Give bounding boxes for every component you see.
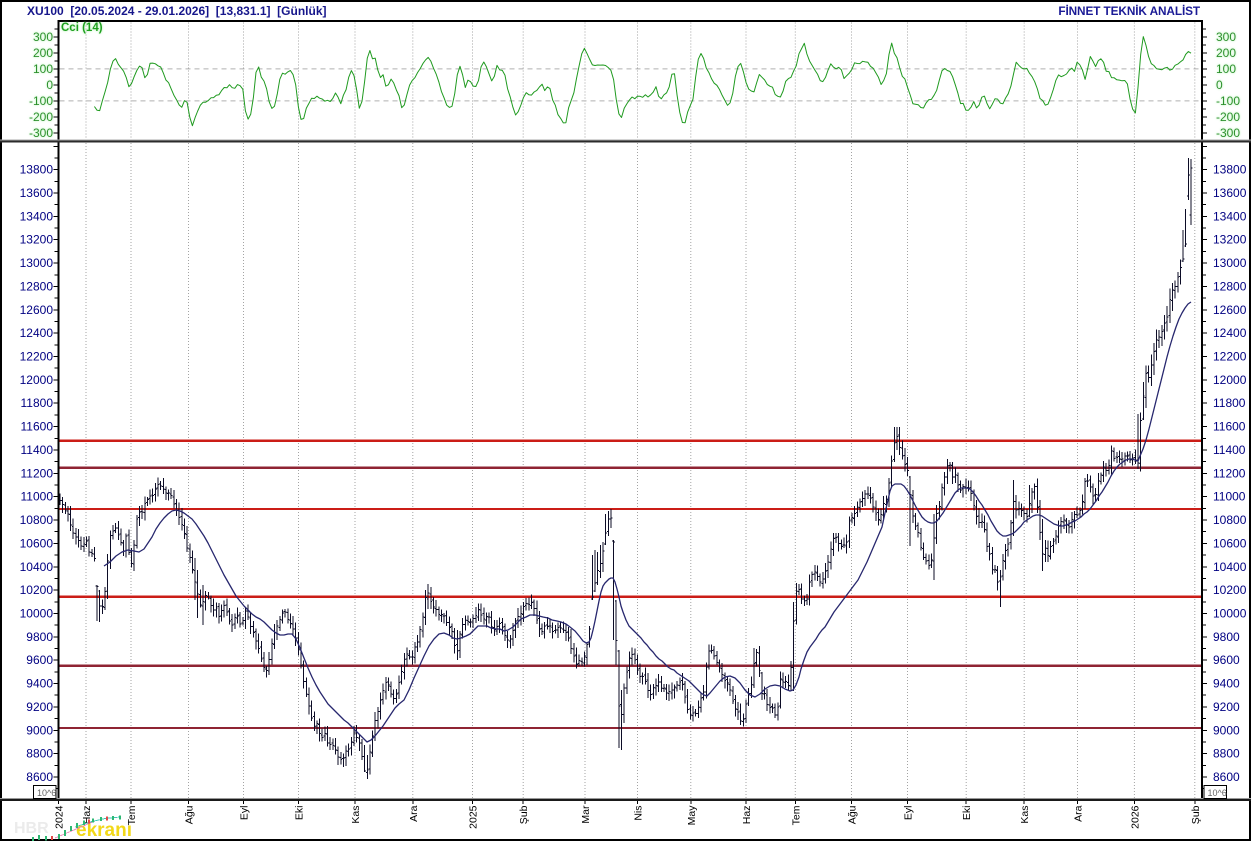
svg-text:13600: 13600	[1213, 186, 1247, 200]
svg-text:11200: 11200	[21, 466, 54, 480]
svg-text:0: 0	[46, 78, 53, 92]
svg-text:100: 100	[1216, 62, 1236, 76]
svg-text:8800: 8800	[1213, 747, 1240, 761]
svg-text:13200: 13200	[20, 233, 54, 247]
svg-text:10000: 10000	[20, 607, 54, 621]
svg-text:12400: 12400	[1213, 326, 1247, 340]
svg-text:Ağu: Ağu	[847, 805, 859, 824]
svg-text:-200: -200	[29, 110, 53, 124]
svg-text:10400: 10400	[20, 560, 54, 574]
svg-text:10^6: 10^6	[1208, 788, 1227, 798]
svg-text:200: 200	[1216, 46, 1236, 60]
svg-text:11000: 11000	[1213, 490, 1246, 504]
svg-text:Mar: Mar	[580, 805, 592, 824]
svg-text:Cci (14): Cci (14)	[61, 22, 103, 34]
svg-text:11400: 11400	[1213, 443, 1246, 457]
svg-text:12600: 12600	[20, 303, 54, 317]
svg-text:11800: 11800	[1213, 396, 1246, 410]
svg-text:13200: 13200	[1213, 233, 1247, 247]
svg-text:Haz: Haz	[81, 806, 93, 825]
svg-text:-200: -200	[1216, 110, 1240, 124]
svg-text:13000: 13000	[20, 256, 54, 270]
svg-text:13000: 13000	[1213, 256, 1247, 270]
svg-text:Ara: Ara	[408, 805, 420, 822]
svg-text:11800: 11800	[21, 396, 54, 410]
svg-text:8600: 8600	[26, 770, 53, 784]
svg-text:May: May	[686, 805, 698, 826]
svg-text:10200: 10200	[1213, 583, 1247, 597]
svg-text:9000: 9000	[1213, 723, 1240, 737]
svg-text:Eyl: Eyl	[903, 806, 915, 821]
svg-text:Şub: Şub	[518, 805, 530, 824]
svg-text:13600: 13600	[20, 186, 54, 200]
svg-text:11000: 11000	[21, 490, 54, 504]
svg-text:-100: -100	[29, 94, 53, 108]
svg-text:10800: 10800	[1213, 513, 1247, 527]
svg-text:Şub: Şub	[1190, 805, 1202, 824]
svg-text:13800: 13800	[1213, 163, 1247, 177]
svg-text:9200: 9200	[1213, 700, 1240, 714]
svg-text:Ara: Ara	[1073, 805, 1085, 822]
svg-text:10600: 10600	[20, 536, 54, 550]
svg-text:2026: 2026	[1129, 805, 1141, 829]
svg-text:2024: 2024	[54, 805, 66, 829]
svg-text:11600: 11600	[1213, 420, 1246, 434]
svg-text:Tem: Tem	[790, 805, 802, 825]
svg-text:9400: 9400	[26, 677, 53, 691]
svg-text:300: 300	[1216, 30, 1236, 44]
svg-text:13400: 13400	[20, 209, 54, 223]
svg-text:Haz: Haz	[741, 806, 753, 825]
svg-text:11600: 11600	[21, 420, 54, 434]
svg-text:-300: -300	[1216, 126, 1240, 140]
svg-text:10000: 10000	[1213, 607, 1247, 621]
svg-text:10600: 10600	[1213, 536, 1247, 550]
svg-text:12800: 12800	[20, 279, 54, 293]
svg-text:10200: 10200	[20, 583, 54, 597]
svg-text:Kas: Kas	[1019, 806, 1031, 824]
svg-text:12600: 12600	[1213, 303, 1247, 317]
svg-text:12000: 12000	[20, 373, 54, 387]
svg-text:300: 300	[33, 30, 53, 44]
svg-text:Eyl: Eyl	[239, 806, 251, 821]
svg-text:8800: 8800	[26, 747, 53, 761]
svg-text:ekranı: ekranı	[76, 820, 132, 841]
svg-text:10^6: 10^6	[37, 788, 56, 798]
svg-text:13400: 13400	[1213, 209, 1247, 223]
svg-text:11400: 11400	[21, 443, 54, 457]
svg-text:Eki: Eki	[961, 806, 973, 821]
svg-text:FİNNET TEKNİK ANALİST: FİNNET TEKNİK ANALİST	[1058, 4, 1201, 18]
svg-text:2025: 2025	[468, 805, 480, 829]
svg-text:9200: 9200	[26, 700, 53, 714]
svg-text:10400: 10400	[1213, 560, 1247, 574]
svg-text:9600: 9600	[1213, 653, 1240, 667]
svg-text:100: 100	[33, 62, 53, 76]
svg-text:XU100 [20.05.2024 - 29.01.202: XU100 [20.05.2024 - 29.01.2026] [13,831.…	[27, 4, 327, 18]
svg-text:10800: 10800	[20, 513, 54, 527]
svg-text:-300: -300	[29, 126, 53, 140]
svg-text:9800: 9800	[26, 630, 53, 644]
svg-text:11200: 11200	[1213, 466, 1246, 480]
svg-text:9800: 9800	[1213, 630, 1240, 644]
svg-text:12200: 12200	[20, 350, 54, 364]
svg-text:12200: 12200	[1213, 350, 1247, 364]
svg-text:12000: 12000	[1213, 373, 1247, 387]
svg-text:Kas: Kas	[350, 806, 362, 824]
svg-text:Nis: Nis	[633, 806, 645, 821]
svg-text:8600: 8600	[1213, 770, 1240, 784]
svg-text:Tem: Tem	[126, 805, 138, 825]
svg-text:13800: 13800	[20, 163, 54, 177]
svg-text:9000: 9000	[26, 723, 53, 737]
svg-text:-100: -100	[1216, 94, 1240, 108]
svg-text:HBR: HBR	[14, 820, 49, 837]
svg-text:12800: 12800	[1213, 279, 1247, 293]
svg-text:0: 0	[1216, 78, 1223, 92]
svg-text:Eki: Eki	[294, 806, 306, 821]
svg-text:9400: 9400	[1213, 677, 1240, 691]
svg-text:Ağu: Ağu	[184, 805, 196, 824]
svg-text:200: 200	[33, 46, 53, 60]
svg-text:12400: 12400	[20, 326, 54, 340]
svg-text:9600: 9600	[26, 653, 53, 667]
